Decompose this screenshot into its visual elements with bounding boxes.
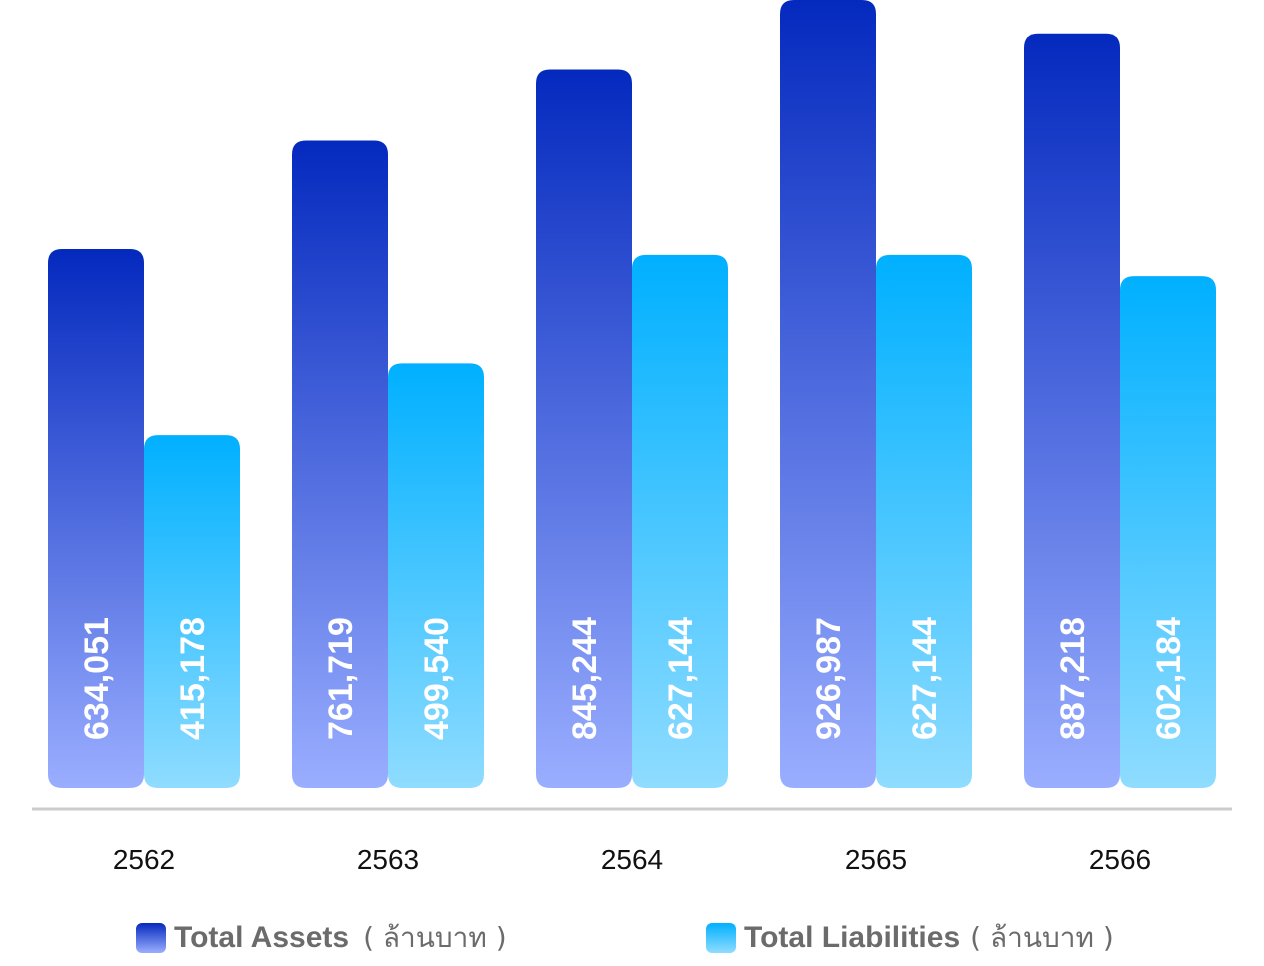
data-label-total-assets-2564: 845,244 [566, 617, 604, 740]
data-label-total-liabilities-2566: 602,184 [1150, 617, 1188, 740]
data-label-total-liabilities-2565: 627,144 [906, 617, 944, 740]
x-tick-label-2562: 2562 [113, 844, 175, 875]
x-tick-label-2565: 2565 [845, 844, 907, 875]
bar-total-assets-2562 [48, 249, 144, 788]
bars-group: 634,051 415,178 761,719 499,540 845,244 627,1… [48, 0, 1216, 789]
legend-unit-total-liabilities: ( ล้านบาท ) [970, 921, 1114, 954]
data-label-total-assets-2563: 761,719 [322, 617, 360, 740]
x-tick-label-2566: 2566 [1089, 844, 1151, 875]
legend-label-total-liabilities: Total Liabilities [744, 921, 961, 954]
legend-unit-total-assets: ( ล้านบาท ) [363, 921, 507, 954]
bar-total-liabilities-2563 [388, 363, 484, 788]
legend-label-total-assets: Total Assets [174, 921, 350, 954]
data-label-total-liabilities-2562: 415,178 [174, 617, 212, 740]
legend-swatch-total-assets [136, 923, 166, 953]
data-label-total-assets-2565: 926,987 [810, 617, 848, 740]
bar-total-liabilities-2564 [632, 254, 728, 788]
bar-total-assets-2563 [292, 140, 388, 789]
bar-total-liabilities-2566 [1120, 276, 1216, 788]
bar-total-assets-2566 [1024, 33, 1120, 788]
data-label-total-liabilities-2564: 627,144 [662, 617, 700, 740]
x-tick-label-2563: 2563 [357, 844, 419, 875]
bar-total-assets-2565 [780, 0, 876, 788]
x-tick-labels: 2562 2563 2564 2565 2566 [113, 844, 1151, 875]
legend-item-total-liabilities: Total Liabilities ( ล้านบาท ) [706, 918, 1114, 958]
bar-total-assets-2564 [536, 69, 632, 788]
bar-total-liabilities-2565 [876, 254, 972, 788]
data-label-total-assets-2566: 887,218 [1054, 617, 1092, 740]
legend-swatch-total-liabilities [706, 923, 736, 953]
bar-total-liabilities-2562 [144, 435, 240, 788]
data-label-total-assets-2562: 634,051 [78, 617, 116, 740]
legend-item-total-assets: Total Assets ( ล้านบาท ) [136, 918, 507, 958]
data-label-total-liabilities-2563: 499,540 [418, 617, 456, 740]
x-tick-label-2564: 2564 [601, 844, 663, 875]
